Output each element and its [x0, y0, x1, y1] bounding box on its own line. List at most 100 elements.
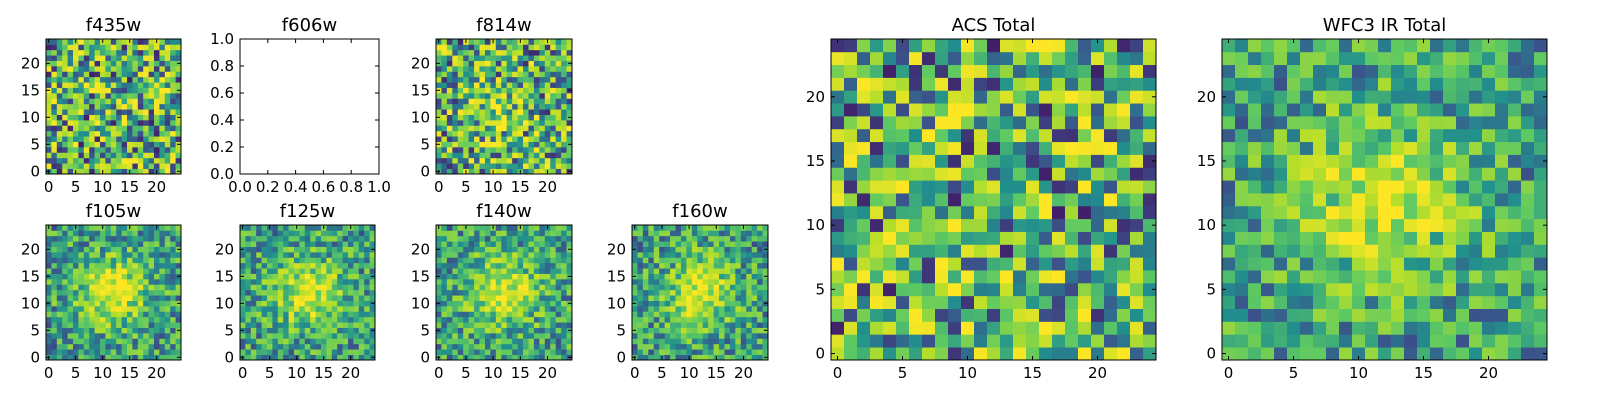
pixel-cell [342, 322, 349, 328]
pixel-cell [436, 120, 442, 126]
pixel-cell [1000, 39, 1014, 53]
pixel-cell [1443, 205, 1457, 220]
pixel-cell [528, 225, 535, 231]
pixel-cell [533, 163, 540, 169]
pixel-cell [468, 311, 475, 318]
pixel-cell [653, 306, 660, 312]
pixel-cell [1300, 231, 1314, 245]
pixel-cell [506, 71, 513, 78]
pixel-cell [670, 284, 676, 291]
pixel-cell [550, 136, 557, 142]
pixel-cell [127, 343, 133, 350]
pixel-cell [561, 311, 567, 318]
pixel-cell [159, 157, 166, 164]
pixel-cell [550, 114, 557, 121]
pixel-cell [256, 354, 262, 361]
pixel-cell [948, 205, 962, 220]
pixel-cell [675, 246, 682, 253]
pixel-cell [164, 82, 171, 88]
pixel-cell [452, 235, 459, 242]
pixel-cell [506, 103, 513, 110]
pixel-cell [256, 262, 262, 269]
pixel-cell [51, 120, 58, 126]
pixel-cell [83, 98, 90, 105]
pixel-cell [116, 225, 122, 231]
pixel-cell [1339, 295, 1353, 309]
pixel-cell [294, 273, 300, 280]
pixel-cell [555, 225, 562, 231]
pixel-cell [555, 230, 562, 237]
pixel-cell [127, 71, 133, 78]
pixel-cell [539, 316, 546, 323]
pixel-cell [1000, 295, 1014, 309]
pixel-cell [528, 147, 535, 153]
pixel-cell [46, 230, 52, 237]
pixel-cell [1287, 205, 1301, 220]
pixel-cell [272, 289, 279, 296]
pixel-cell [170, 152, 176, 159]
pixel-cell [506, 246, 513, 253]
pixel-cell [637, 306, 644, 312]
pixel-cell [62, 93, 68, 99]
pixel-cell [159, 168, 166, 175]
pixel-cell [474, 343, 480, 350]
pixel-cell [89, 230, 95, 237]
pixel-cell [73, 87, 79, 94]
pixel-cell [740, 252, 747, 258]
pixel-cell [175, 284, 182, 291]
pixel-cell [358, 343, 365, 350]
x-tick-label: 15 [314, 364, 333, 382]
pixel-cell [56, 168, 63, 175]
pixel-cell [544, 306, 551, 312]
pixel-cell [555, 152, 562, 159]
pixel-cell [659, 343, 665, 350]
pixel-cell [348, 316, 354, 323]
pixel-cell [757, 268, 763, 274]
pixel-cell [127, 114, 133, 121]
pixel-cell [143, 268, 149, 274]
pixel-cell [659, 316, 665, 323]
pixel-cell [348, 289, 354, 296]
pixel-cell [517, 87, 524, 94]
pixel-cell [512, 136, 518, 142]
pixel-cell [288, 262, 295, 269]
pixel-cell [94, 98, 101, 105]
pixel-cell [512, 338, 518, 345]
pixel-cell [364, 322, 370, 328]
pixel-cell [148, 311, 155, 318]
pixel-cell [83, 82, 90, 88]
pixel-cell [78, 349, 85, 355]
pixel-cell [110, 136, 117, 142]
pixel-cell [883, 51, 897, 66]
pixel-cell [484, 39, 491, 45]
pixel-cell [446, 268, 453, 274]
pixel-cell [441, 333, 448, 339]
pixel-cell [364, 316, 370, 323]
pixel-cell [73, 114, 79, 121]
pixel-cell [751, 343, 758, 350]
pixel-cell [452, 76, 459, 83]
pixel-cell [1000, 193, 1014, 207]
pixel-cell [261, 252, 268, 258]
pixel-cell [501, 241, 508, 247]
pixel-cell [310, 246, 316, 253]
pixel-cell [457, 262, 464, 269]
pixel-cell [468, 225, 475, 231]
pixel-cell [121, 98, 128, 105]
pixel-cell [922, 308, 936, 322]
pixel-cell [137, 168, 144, 175]
pixel-cell [896, 167, 910, 181]
pixel-cell [484, 157, 491, 164]
pixel-cell [148, 39, 155, 45]
pixel-cell [1013, 347, 1027, 361]
pixel-cell [1143, 77, 1157, 91]
y-tick-label: 20 [21, 54, 40, 72]
pixel-cell [73, 230, 79, 237]
pixel-cell [288, 230, 295, 237]
pixel-cell [1417, 193, 1431, 207]
pixel-cell [256, 225, 262, 231]
pixel-cell [1404, 334, 1418, 348]
pixel-cell [1091, 295, 1105, 309]
pixel-cell [751, 284, 758, 291]
pixel-cell [1026, 308, 1040, 322]
